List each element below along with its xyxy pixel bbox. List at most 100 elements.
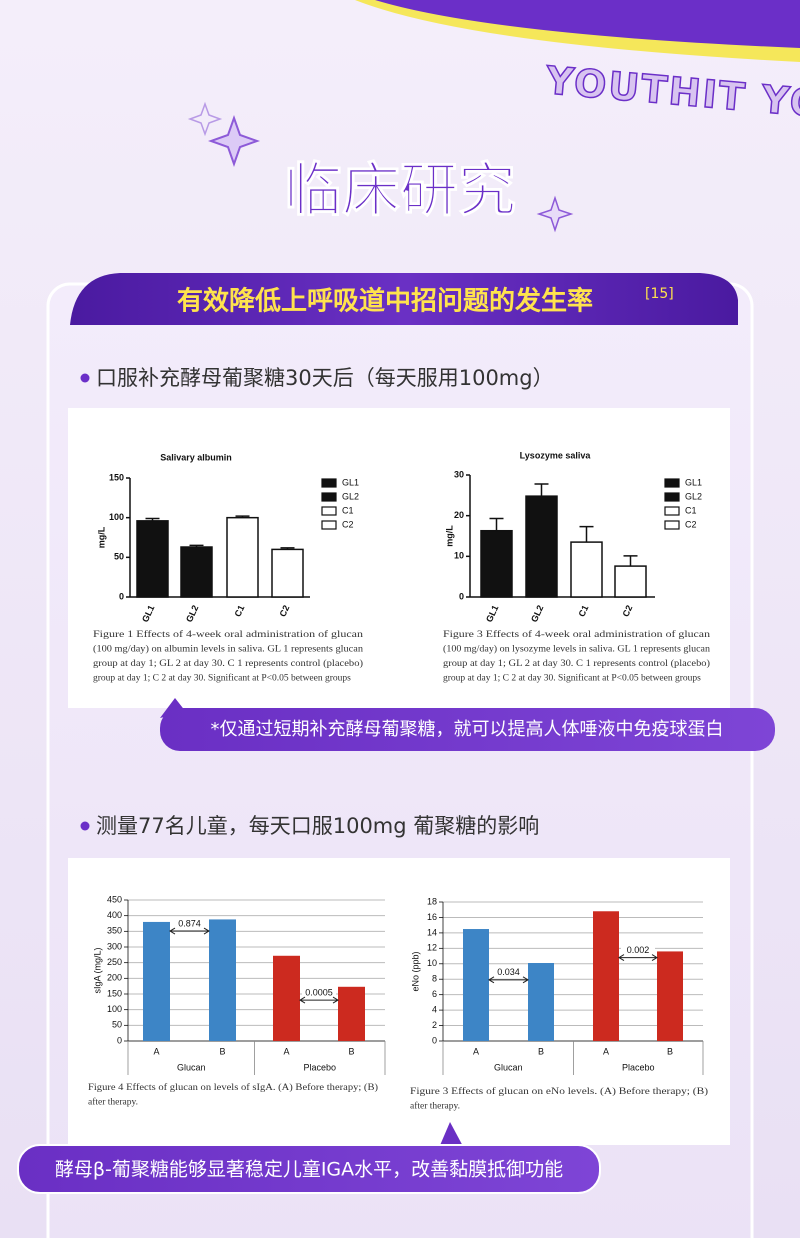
study-heading: 测量77名儿童，每天口服100mg 葡聚糖的影响 — [96, 814, 539, 838]
y-tick-label: 0 — [117, 1035, 122, 1045]
sparkle — [207, 114, 261, 168]
bar — [226, 516, 259, 598]
x-tick-label: A — [283, 1046, 289, 1056]
bar — [180, 546, 213, 598]
bar — [271, 548, 304, 598]
banner — [70, 273, 738, 325]
legend-swatch — [321, 492, 337, 502]
legend-label: GL2 — [685, 491, 702, 501]
y-tick-label: 0 — [432, 1035, 437, 1045]
y-tick-label: 150 — [107, 988, 122, 998]
y-tick-label: 450 — [107, 894, 122, 904]
deco-band — [375, 0, 800, 48]
figure-box — [68, 858, 730, 1145]
bar — [463, 929, 489, 1041]
figure-caption: Figure 3 Effects of 4-week oral administ… — [443, 629, 710, 640]
annotation-box — [621, 943, 655, 956]
group-label: Glucan — [177, 1062, 206, 1072]
y-tick-label: 14 — [427, 927, 437, 937]
bullet — [80, 821, 90, 831]
legend-swatch — [664, 492, 680, 502]
y-tick-label: 300 — [107, 941, 122, 951]
group-label: Placebo — [622, 1062, 655, 1072]
annotation-arrow — [618, 954, 658, 962]
group-label: Placebo — [303, 1062, 336, 1072]
bullet — [80, 373, 90, 383]
bar — [657, 951, 683, 1041]
y-tick-label: 8 — [432, 974, 437, 984]
legend-swatch — [664, 506, 680, 516]
error-bar — [489, 517, 504, 531]
x-tick-label: A — [603, 1046, 609, 1056]
sparkle — [187, 101, 223, 137]
figure-caption: Figure 3 Effects of glucan on eNo levels… — [410, 1086, 708, 1097]
y-tick-label: 2 — [432, 1020, 437, 1030]
y-tick-label: 400 — [107, 910, 122, 920]
x-tick-label: B — [348, 1046, 354, 1056]
bar — [525, 495, 558, 598]
bar — [273, 955, 300, 1041]
callout-text: 酵母β-葡聚糖能够显著稳定儿童IGA水平，改善黏膜抵御功能 — [55, 1159, 563, 1181]
y-tick-label: 200 — [107, 973, 122, 983]
bar — [143, 921, 170, 1041]
legend-label: C1 — [685, 505, 697, 515]
callout-text: *仅通过短期补充酵母葡聚糖，就可以提高人体唾液中免疫球蛋白 — [211, 719, 724, 740]
y-tick-label: 0 — [459, 591, 464, 601]
error-bar — [579, 525, 594, 543]
x-tick-label: C1 — [233, 604, 247, 619]
chart-title: Salivary albumin — [160, 452, 232, 462]
error-bar — [534, 483, 549, 497]
annotation: 0.874 — [178, 918, 201, 928]
banner-text: 有效降低上呼吸道中招问题的发生率 — [177, 286, 593, 317]
bar — [528, 963, 554, 1041]
annotation-arrow — [488, 976, 529, 984]
y-axis-label: eNo (ppb) — [410, 951, 420, 991]
error-bar — [189, 544, 204, 548]
y-tick-label: 30 — [454, 469, 464, 479]
annotation: 0.0005 — [305, 987, 333, 997]
x-tick-label: C1 — [577, 604, 591, 619]
y-tick-label: 6 — [432, 989, 437, 999]
error-bar — [280, 547, 295, 550]
x-tick-label: B — [538, 1046, 544, 1056]
annotation-box — [302, 986, 336, 999]
figure-caption: group at day 1; C 2 at day 30. Significa… — [443, 673, 701, 684]
y-tick-label: 16 — [427, 912, 437, 922]
legend-label: C1 — [342, 505, 354, 515]
x-tick-label: C2 — [621, 604, 635, 619]
legend-swatch — [664, 478, 680, 488]
annotation-box — [172, 917, 207, 930]
legend-swatch — [321, 478, 337, 488]
y-tick-label: 100 — [109, 512, 124, 522]
y-tick-label: 50 — [112, 1020, 122, 1030]
bar — [338, 986, 365, 1041]
figure-caption: Figure 1 Effects of 4-week oral administ… — [93, 629, 363, 640]
x-tick-label: A — [473, 1046, 479, 1056]
legend-label: C2 — [685, 519, 697, 529]
y-tick-label: 20 — [454, 510, 464, 520]
y-tick-label: 50 — [114, 552, 124, 562]
reference: [15] — [645, 286, 674, 302]
y-axis-label: mg/L — [444, 525, 454, 547]
page-title: 临床研究 — [284, 156, 516, 224]
figure-caption: after therapy. — [410, 1101, 460, 1112]
legend-swatch — [321, 520, 337, 530]
bar — [614, 565, 647, 598]
y-axis-label: sIgA (mg/L) — [92, 947, 102, 993]
y-tick-label: 18 — [427, 896, 437, 906]
callout — [17, 1144, 601, 1194]
callout — [160, 708, 775, 751]
y-tick-label: 0 — [119, 591, 124, 601]
x-tick-label: A — [153, 1046, 159, 1056]
y-axis-label: mg/L — [96, 526, 106, 548]
figure-box — [68, 408, 730, 708]
figure-caption: group at day 1; GL 2 at day 30. C 1 repr… — [93, 658, 363, 669]
error-bar — [145, 517, 160, 521]
chart-title: Lysozyme saliva — [520, 450, 592, 460]
y-tick-label: 4 — [432, 1004, 437, 1014]
annotation-box — [491, 965, 526, 978]
legend-label: C2 — [342, 519, 354, 529]
y-tick-label: 350 — [107, 926, 122, 936]
